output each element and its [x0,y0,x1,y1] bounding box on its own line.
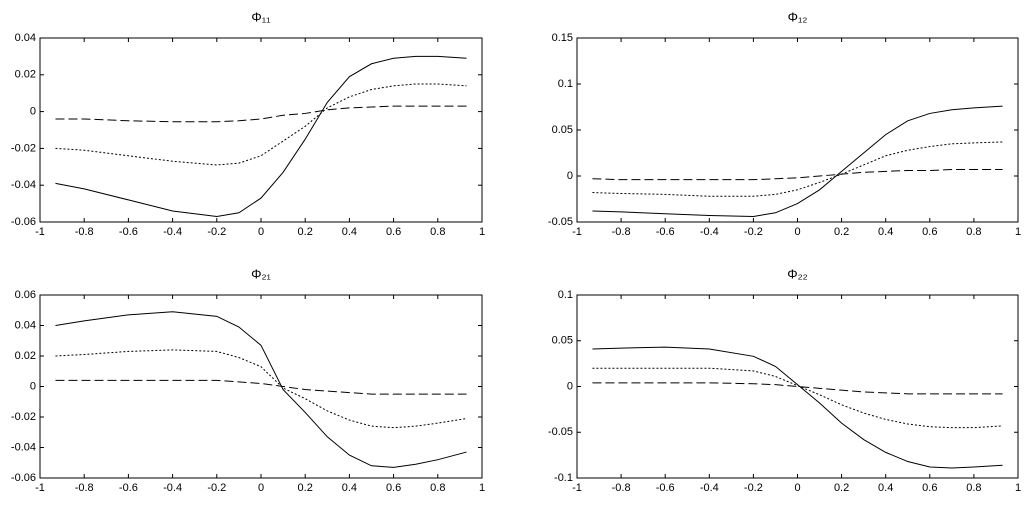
x-tick-label: 0.4 [342,482,357,494]
x-tick-label: -0.2 [744,482,763,494]
x-tick-label: 0 [794,482,800,494]
y-tick-label: -0.06 [11,216,36,228]
line-series [55,379,467,395]
x-tick-label: 0.4 [878,226,893,238]
y-tick-label: 0 [30,380,36,392]
x-tick-label: -0.8 [75,226,94,238]
y-tick-label: 0 [567,170,573,182]
y-tick-label: 0.1 [558,78,573,90]
line-series [55,349,467,429]
x-tick-label: 0.8 [966,482,981,494]
x-tick-label: 0.4 [878,482,893,494]
y-tick-label: 0.02 [15,350,36,362]
y-tick-label: -0.05 [548,216,573,228]
y-tick-label: -0.1 [554,472,573,484]
plot-area [576,37,1019,223]
x-tick-label: -0.8 [75,482,94,494]
x-tick-label: -1 [35,226,45,238]
x-tick-label: 0 [258,226,264,238]
line-series [592,141,1003,197]
x-tick-label: -0.4 [700,482,719,494]
line-series [55,55,467,217]
y-tick-label: -0.06 [11,472,36,484]
y-tick-label: -0.05 [548,426,573,438]
line-series [55,311,467,468]
x-tick-label: 0 [258,482,264,494]
x-tick-label: 0.6 [922,226,937,238]
chart-title: Φ₁₁ [251,9,271,24]
x-tick-label: 0.2 [834,226,849,238]
x-tick-label: -0.4 [700,226,719,238]
x-tick-label: 0.6 [386,226,401,238]
x-tick-label: -0.4 [163,482,182,494]
x-tick-label: -0.2 [207,482,226,494]
y-tick-label: -0.04 [11,179,36,191]
x-tick-label: -0.2 [207,226,226,238]
y-tick-label: 0.05 [552,335,573,347]
x-tick-label: -0.6 [119,482,138,494]
x-tick-label: -0.6 [119,226,138,238]
chart-title: Φ₂₁ [251,266,271,281]
x-tick-label: 0.8 [430,482,445,494]
y-tick-label: 0.02 [15,69,36,81]
line-series [592,169,1003,181]
x-tick-label: 1 [1015,482,1021,494]
chart-title: Φ₂₂ [787,266,807,281]
y-tick-label: 0 [30,106,36,118]
x-tick-label: 0.6 [922,482,937,494]
y-tick-label: -0.04 [11,441,36,453]
x-tick-label: 1 [1015,226,1021,238]
y-tick-label: 0.15 [552,32,573,44]
x-tick-label: -0.6 [656,482,675,494]
x-tick-label: -1 [572,482,582,494]
x-tick-label: 0.2 [298,482,313,494]
y-tick-label: 0 [567,380,573,392]
line-series [592,346,1003,469]
y-tick-label: 0.04 [15,319,36,331]
y-tick-label: 0.04 [15,32,36,44]
plot-area [576,294,1019,479]
x-tick-label: 1 [479,226,485,238]
x-tick-label: -1 [572,226,582,238]
x-tick-label: -1 [35,482,45,494]
x-tick-label: -0.4 [163,226,182,238]
y-tick-label: 0.06 [15,289,36,301]
x-tick-label: 0.6 [386,482,401,494]
y-tick-label: -0.02 [11,411,36,423]
line-series [592,382,1003,395]
plot-area [39,294,483,479]
x-tick-label: 0 [794,226,800,238]
x-tick-label: 0.2 [834,482,849,494]
x-tick-label: 0.8 [430,226,445,238]
x-tick-label: 0.4 [342,226,357,238]
y-tick-label: 0.05 [552,124,573,136]
line-series [592,105,1003,217]
x-tick-label: -0.6 [656,226,675,238]
x-tick-label: 1 [479,482,485,494]
x-tick-label: -0.2 [744,226,763,238]
line-series [55,105,467,123]
y-tick-label: 0.1 [558,289,573,301]
plot-area [39,37,483,223]
x-tick-label: -0.8 [612,482,631,494]
x-tick-label: -0.8 [612,226,631,238]
chart-title: Φ₁₂ [788,9,808,24]
x-tick-label: 0.2 [298,226,313,238]
y-tick-label: -0.02 [11,142,36,154]
x-tick-label: 0.8 [966,226,981,238]
